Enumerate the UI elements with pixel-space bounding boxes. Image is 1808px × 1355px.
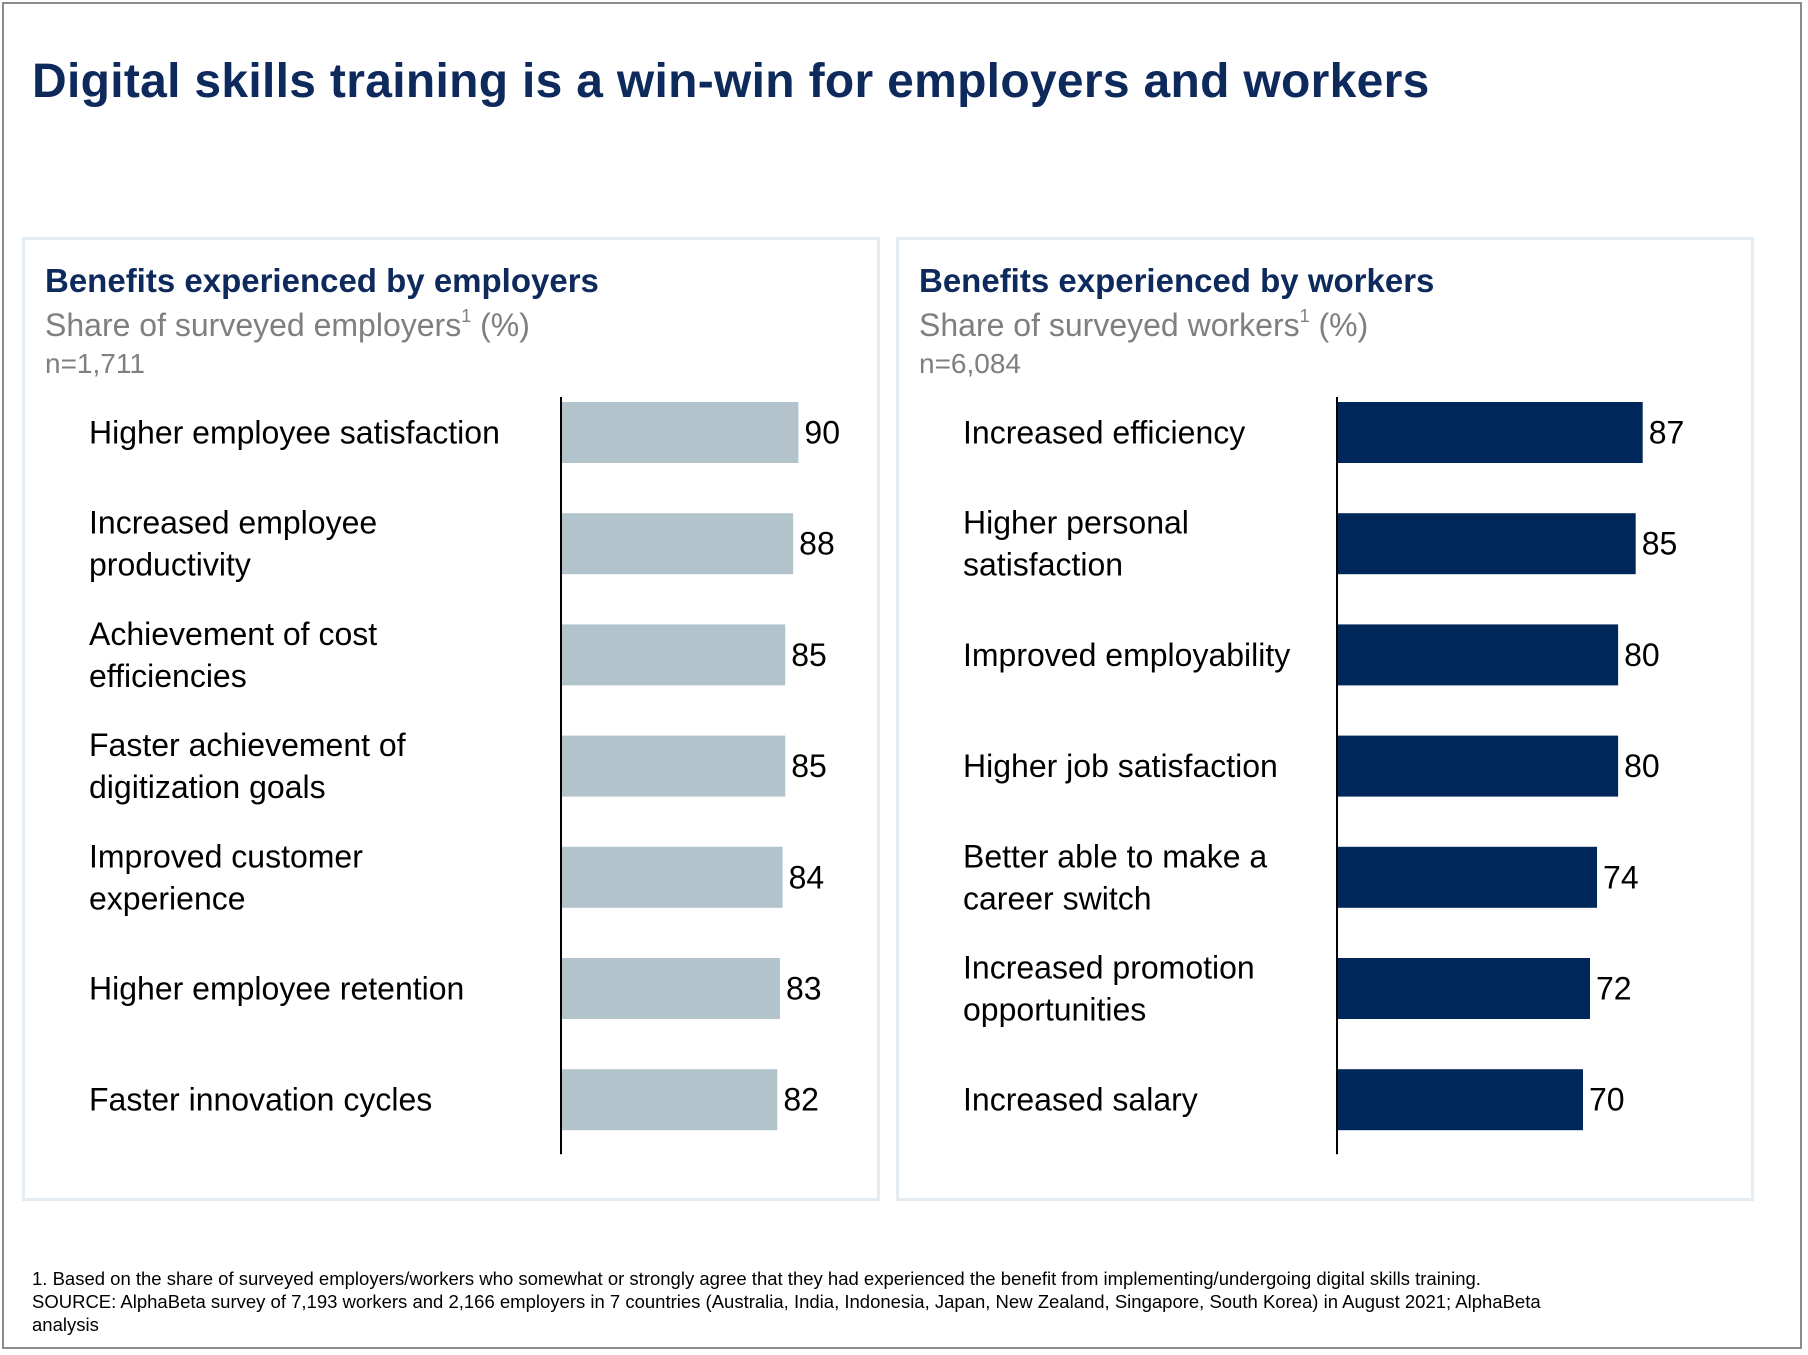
employers-category-label-3-line-1: digitization goals bbox=[89, 769, 326, 805]
employers-bar-chart: 90 Higher employee satisfaction 88 Increase… bbox=[89, 397, 840, 1155]
employers-value-label-0: 90 bbox=[804, 415, 840, 451]
employers-bar-6 bbox=[561, 1069, 778, 1131]
employers-category-label-4: Improved customer experience bbox=[89, 838, 363, 916]
employers-bar-4 bbox=[561, 846, 783, 908]
workers-category-label-5-line-1: opportunities bbox=[963, 992, 1146, 1028]
workers-sample-size: n=6,084 bbox=[919, 348, 1021, 379]
workers-category-label-3: Higher job satisfaction bbox=[963, 748, 1278, 784]
workers-category-label-4-line-1: career switch bbox=[963, 880, 1152, 916]
main-title: Digital skills training is a win-win for… bbox=[32, 55, 1430, 108]
workers-bar-5 bbox=[1337, 958, 1591, 1019]
workers-value-label-0: 87 bbox=[1649, 415, 1685, 451]
workers-bar-chart: 87 Increased efficiency 85 Higher personal s… bbox=[963, 397, 1685, 1155]
employers-category-label-1-line-0: Increased employee bbox=[89, 505, 377, 541]
workers-value-label-2: 80 bbox=[1624, 637, 1660, 673]
employers-category-label-1-line-1: productivity bbox=[89, 547, 251, 583]
workers-bar-1 bbox=[1337, 513, 1636, 575]
employers-value-label-1: 88 bbox=[799, 526, 835, 562]
workers-subtitle-text: Share of surveyed workers bbox=[919, 307, 1300, 343]
workers-category-label-4-line-0: Better able to make a bbox=[963, 838, 1267, 874]
workers-category-label-5: Increased promotion opportunities bbox=[963, 950, 1255, 1028]
workers-category-label-2-line-0: Improved employability bbox=[963, 637, 1290, 673]
employers-category-label-2-line-0: Achievement of cost bbox=[89, 616, 377, 652]
workers-category-label-5-line-0: Increased promotion bbox=[963, 950, 1255, 986]
workers-value-label-6: 70 bbox=[1589, 1082, 1625, 1118]
workers-panel-subtitle: Share of surveyed workers1 (%) bbox=[919, 306, 1368, 344]
workers-subtitle-footnote-marker: 1 bbox=[1299, 306, 1310, 326]
workers-category-label-3-line-0: Higher job satisfaction bbox=[963, 748, 1278, 784]
employers-bar-3 bbox=[561, 735, 786, 797]
workers-panel: Benefits experienced by workers Share of… bbox=[896, 237, 1754, 1201]
workers-category-label-6-line-0: Increased salary bbox=[963, 1082, 1198, 1118]
employers-bar-5 bbox=[561, 958, 780, 1019]
employers-category-label-0-line-0: Higher employee satisfaction bbox=[89, 415, 500, 451]
employers-category-label-4-line-0: Improved customer bbox=[89, 838, 363, 874]
employers-value-label-2: 85 bbox=[791, 637, 827, 673]
workers-category-label-1-line-1: satisfaction bbox=[963, 547, 1123, 583]
workers-subtitle-unit: (%) bbox=[1309, 307, 1369, 343]
workers-value-label-4: 74 bbox=[1603, 859, 1639, 895]
footnote-1: 1. Based on the share of surveyed employ… bbox=[32, 1268, 1481, 1289]
employers-value-label-6: 82 bbox=[783, 1082, 819, 1118]
workers-panel-title: Benefits experienced by workers bbox=[919, 262, 1435, 299]
footnote-source: SOURCE: AlphaBeta survey of 7,193 worker… bbox=[32, 1291, 1541, 1312]
workers-value-label-3: 80 bbox=[1624, 748, 1660, 784]
workers-category-label-0-line-0: Increased efficiency bbox=[963, 415, 1245, 451]
employers-bar-0 bbox=[561, 402, 799, 463]
workers-value-label-1: 85 bbox=[1642, 526, 1678, 562]
workers-category-label-0: Increased efficiency bbox=[963, 415, 1245, 451]
employers-category-label-0: Higher employee satisfaction bbox=[89, 415, 500, 451]
employers-panel-title: Benefits experienced by employers bbox=[45, 262, 599, 299]
employers-category-label-5: Higher employee retention bbox=[89, 971, 464, 1007]
employers-bar-2 bbox=[561, 624, 786, 686]
footnote-source-cont: analysis bbox=[32, 1314, 99, 1335]
workers-value-label-5: 72 bbox=[1596, 971, 1632, 1007]
employers-sample-size: n=1,711 bbox=[45, 348, 145, 379]
workers-category-label-6: Increased salary bbox=[963, 1082, 1198, 1118]
workers-category-label-1: Higher personal satisfaction bbox=[963, 505, 1189, 583]
employers-panel-subtitle: Share of surveyed employers1 (%) bbox=[45, 306, 530, 344]
workers-category-label-4: Better able to make a career switch bbox=[963, 838, 1267, 916]
employers-category-label-5-line-0: Higher employee retention bbox=[89, 971, 464, 1007]
footnotes: 1. Based on the share of surveyed employ… bbox=[32, 1267, 1722, 1336]
employers-bar-1 bbox=[561, 513, 794, 575]
workers-bar-2 bbox=[1337, 624, 1619, 686]
employers-subtitle-footnote-marker: 1 bbox=[461, 306, 472, 326]
employers-panel: Benefits experienced by employers Share … bbox=[22, 237, 880, 1201]
workers-category-label-1-line-0: Higher personal bbox=[963, 505, 1189, 541]
employers-category-label-2-line-1: efficiencies bbox=[89, 658, 247, 694]
workers-bar-3 bbox=[1337, 735, 1619, 797]
employers-category-label-3-line-0: Faster achievement of bbox=[89, 727, 406, 763]
workers-category-label-2: Improved employability bbox=[963, 637, 1290, 673]
employers-category-label-2: Achievement of cost efficiencies bbox=[89, 616, 377, 694]
employers-category-label-1: Increased employee productivity bbox=[89, 505, 377, 583]
employers-value-label-5: 83 bbox=[786, 971, 822, 1007]
employers-subtitle-unit: (%) bbox=[471, 307, 530, 343]
employers-category-label-6-line-0: Faster innovation cycles bbox=[89, 1082, 432, 1118]
workers-bar-6 bbox=[1337, 1069, 1583, 1131]
employers-category-label-4-line-1: experience bbox=[89, 880, 246, 916]
employers-category-label-3: Faster achievement of digitization goals bbox=[89, 727, 406, 805]
workers-bar-4 bbox=[1337, 846, 1598, 908]
employers-value-label-4: 84 bbox=[789, 859, 825, 895]
workers-bar-0 bbox=[1337, 402, 1643, 463]
employers-value-label-3: 85 bbox=[791, 748, 827, 784]
employers-subtitle-text: Share of surveyed employers bbox=[45, 307, 462, 343]
employers-category-label-6: Faster innovation cycles bbox=[89, 1082, 432, 1118]
